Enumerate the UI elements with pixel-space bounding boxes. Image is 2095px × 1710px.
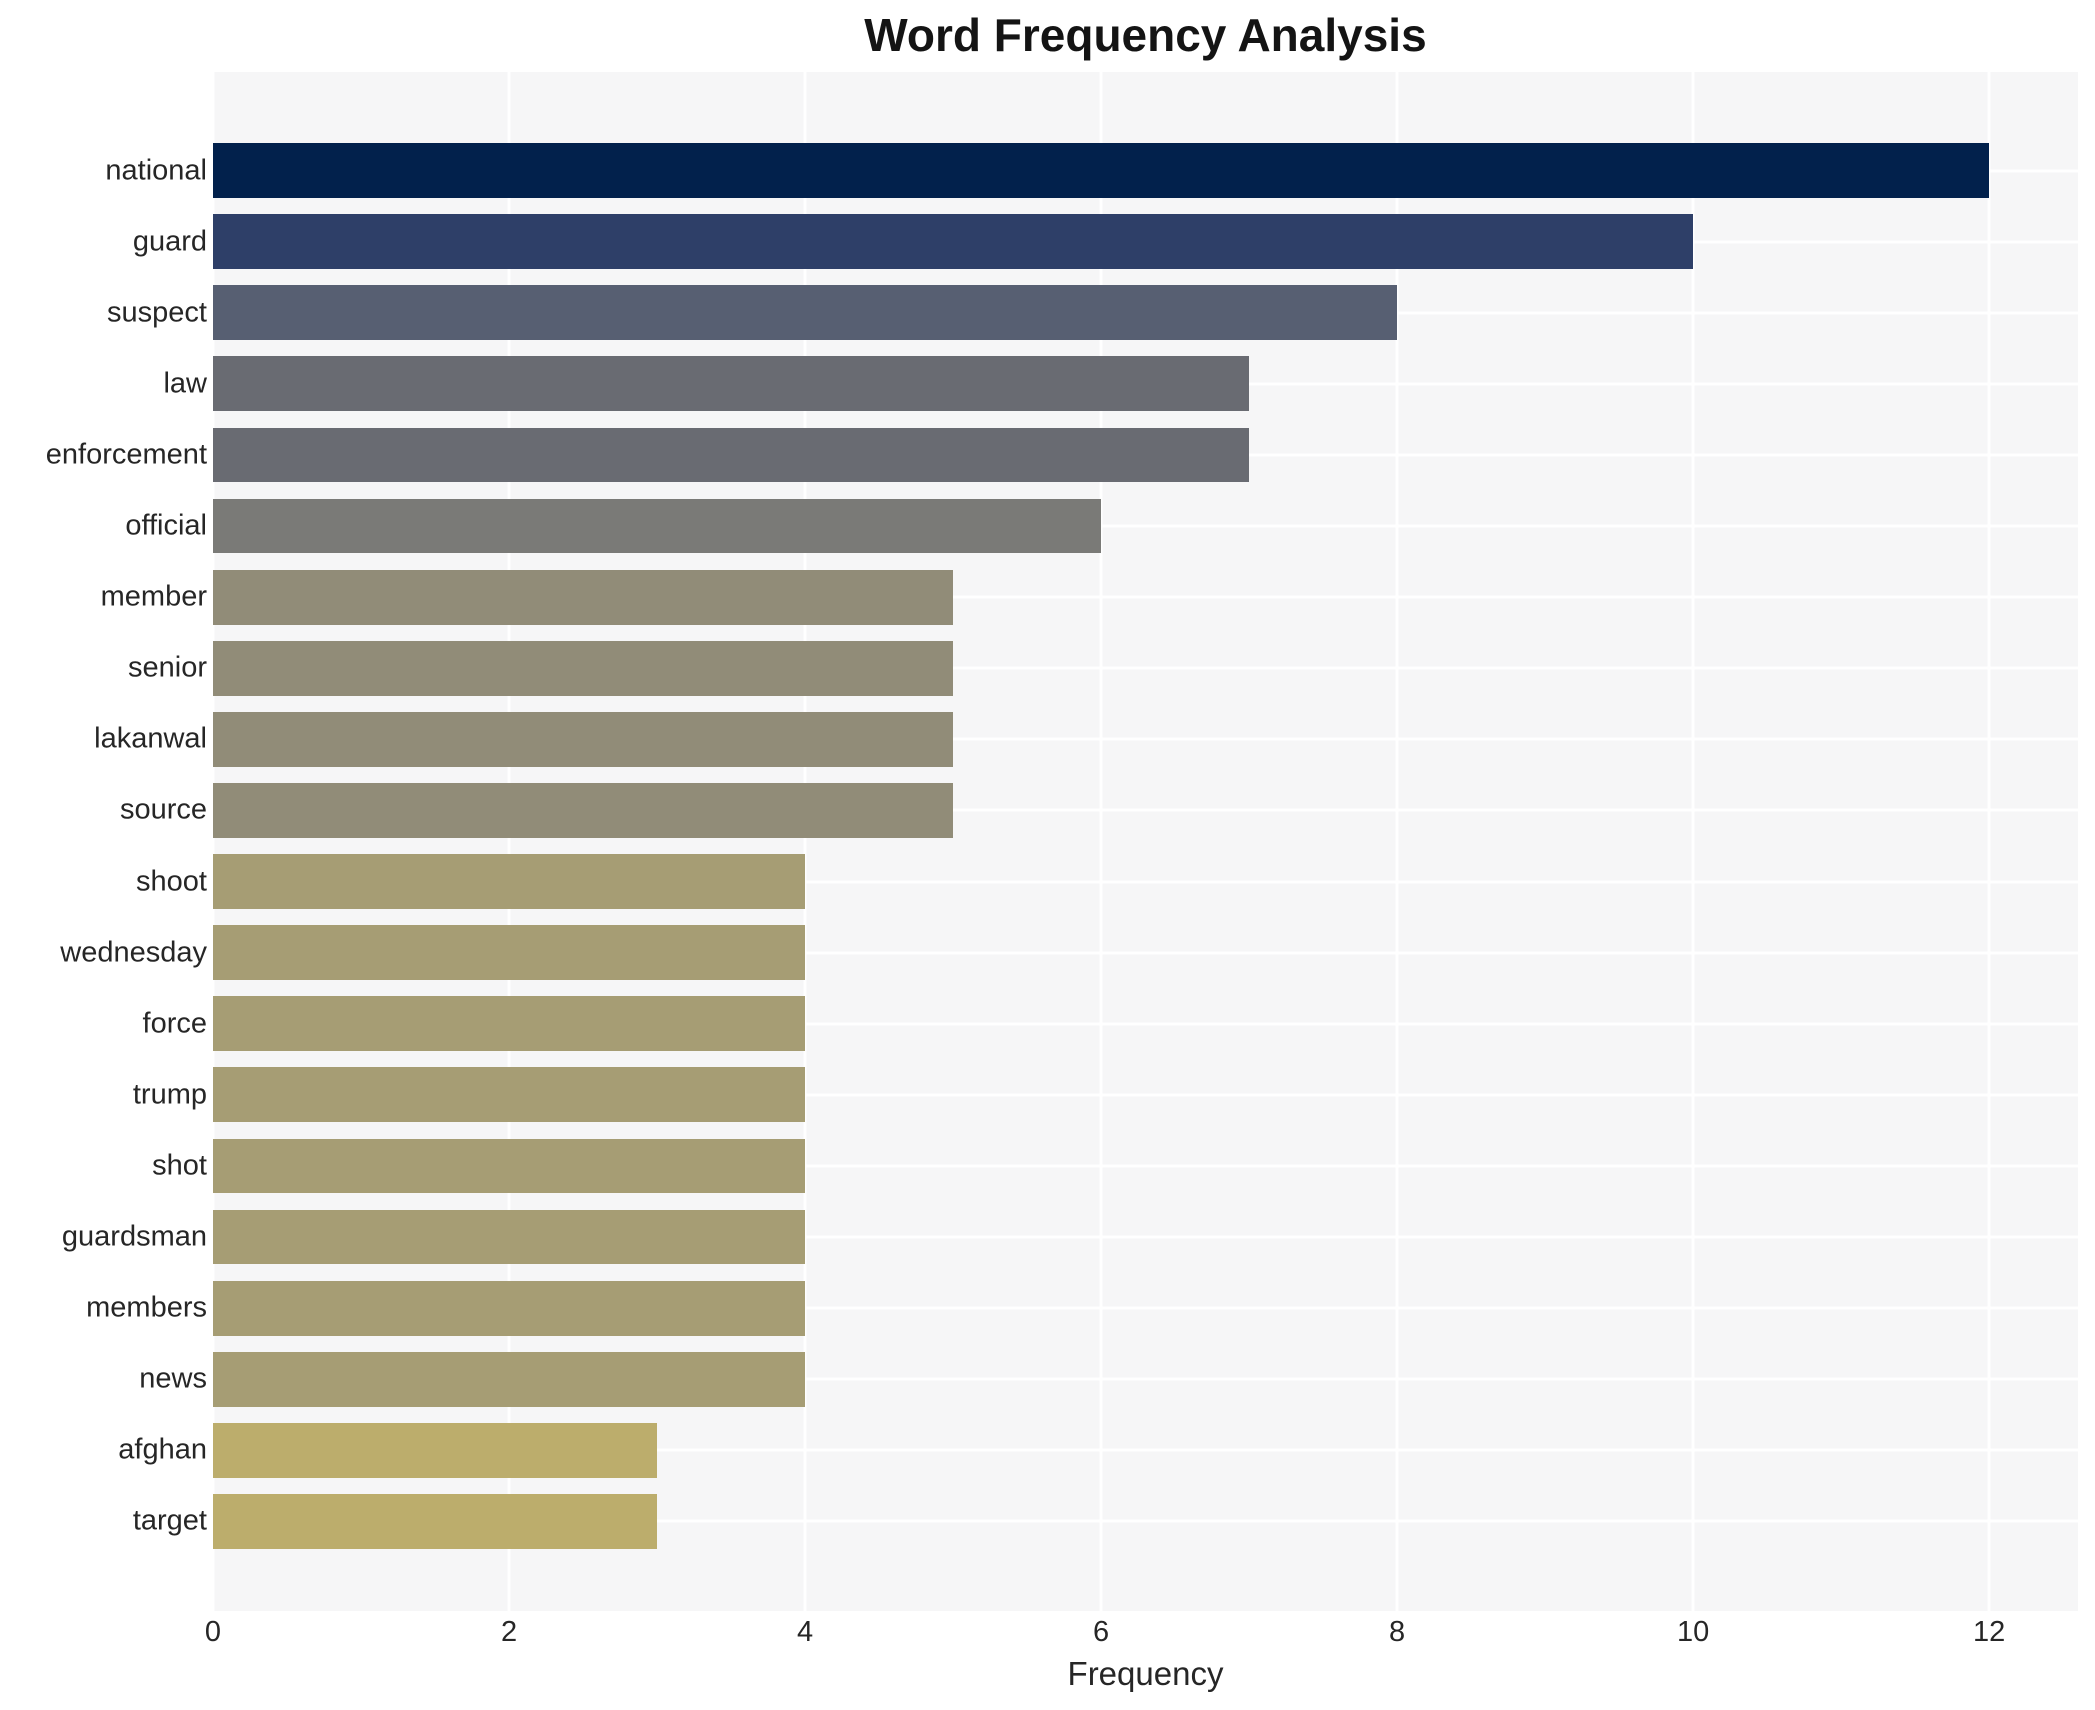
bar-suspect bbox=[213, 285, 1398, 341]
y-gridline bbox=[213, 1377, 2078, 1381]
bar-member bbox=[213, 569, 954, 625]
y-gridline bbox=[213, 808, 2078, 812]
y-axis-label: afghan bbox=[118, 1433, 207, 1466]
bar-news bbox=[213, 1351, 806, 1407]
chart-title: Word Frequency Analysis bbox=[864, 9, 1427, 61]
x-tick-label: 10 bbox=[1677, 1616, 1710, 1648]
y-axis-label: lakanwal bbox=[94, 722, 207, 755]
bar-force bbox=[213, 996, 806, 1052]
x-tick-label: 4 bbox=[796, 1616, 814, 1648]
x-gridline bbox=[1987, 72, 1991, 1611]
bar-law bbox=[213, 356, 1250, 412]
y-gridline bbox=[213, 1235, 2078, 1239]
y-gridline bbox=[213, 1093, 2078, 1097]
x-tick-label: 2 bbox=[500, 1616, 518, 1648]
y-axis-label: news bbox=[139, 1362, 207, 1395]
y-axis-label: enforcement bbox=[45, 438, 207, 471]
bar-members bbox=[213, 1280, 806, 1336]
y-axis-label: trump bbox=[132, 1078, 207, 1111]
x-gridline bbox=[1395, 72, 1399, 1611]
bar-enforcement bbox=[213, 427, 1250, 483]
bar-wednesday bbox=[213, 925, 806, 980]
y-axis-label: guardsman bbox=[61, 1220, 207, 1253]
y-axis-label: shoot bbox=[136, 865, 207, 898]
bar-lakanwal bbox=[213, 711, 954, 767]
y-gridline bbox=[213, 1022, 2078, 1026]
y-gridline bbox=[213, 1164, 2078, 1168]
x-tick-label: 6 bbox=[1093, 1616, 1110, 1648]
y-axis-label: force bbox=[142, 1007, 207, 1040]
bar-guard bbox=[213, 214, 1694, 269]
y-axis-label: wednesday bbox=[60, 936, 207, 969]
bar-national bbox=[213, 143, 1990, 198]
y-gridline bbox=[213, 737, 2078, 741]
y-axis-label: members bbox=[86, 1291, 207, 1324]
bar-shot bbox=[213, 1138, 806, 1194]
bar-shoot bbox=[213, 854, 806, 909]
y-gridline bbox=[213, 1306, 2078, 1310]
bar-trump bbox=[213, 1067, 806, 1123]
y-gridline bbox=[213, 524, 2078, 528]
y-axis-label: senior bbox=[128, 651, 207, 684]
y-axis-label: suspect bbox=[107, 296, 207, 329]
bar-target bbox=[213, 1494, 658, 1549]
x-tick-label: 0 bbox=[204, 1616, 222, 1648]
x-gridline bbox=[1099, 72, 1103, 1611]
y-axis-label: official bbox=[125, 509, 207, 542]
y-gridline bbox=[213, 1448, 2078, 1452]
y-axis-label: guard bbox=[132, 225, 207, 258]
bar-senior bbox=[213, 640, 954, 696]
y-gridline bbox=[213, 951, 2078, 955]
x-axis-title: Frequency bbox=[1067, 1655, 1224, 1692]
bar-afghan bbox=[213, 1422, 658, 1478]
y-gridline bbox=[213, 595, 2078, 599]
y-axis-label: law bbox=[163, 367, 207, 400]
bar-guardsman bbox=[213, 1209, 806, 1265]
y-gridline bbox=[213, 666, 2078, 670]
y-axis-label: shot bbox=[152, 1149, 207, 1182]
bar-source bbox=[213, 783, 954, 838]
x-gridline bbox=[507, 72, 511, 1611]
plot-area bbox=[211, 72, 2078, 1611]
x-gridline bbox=[211, 72, 215, 1611]
y-gridline bbox=[213, 1519, 2078, 1523]
x-gridline bbox=[803, 72, 807, 1611]
y-axis-label: national bbox=[105, 154, 207, 187]
y-axis-label: member bbox=[100, 580, 207, 613]
x-tick-label: 12 bbox=[1973, 1616, 2006, 1648]
y-gridline bbox=[213, 880, 2078, 884]
x-tick-label: 8 bbox=[1389, 1616, 1406, 1648]
y-axis-label: target bbox=[132, 1504, 207, 1537]
y-axis-label: source bbox=[119, 793, 207, 826]
bar-official bbox=[213, 498, 1102, 554]
x-gridline bbox=[1691, 72, 1695, 1611]
